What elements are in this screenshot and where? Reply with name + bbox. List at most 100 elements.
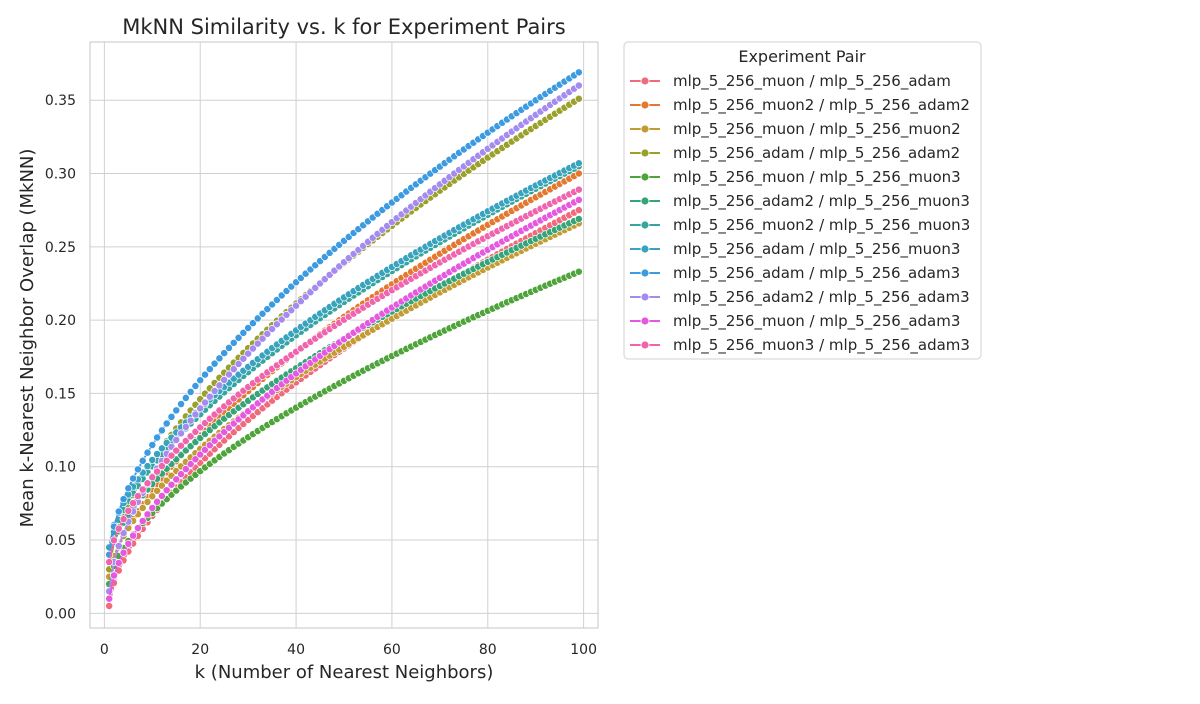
y-tick-label: 0.00: [45, 606, 76, 622]
series-point: [301, 292, 310, 301]
legend-swatch-marker: [640, 244, 650, 254]
series-point: [177, 470, 186, 479]
x-tick-label: 80: [479, 642, 497, 658]
series-point: [201, 370, 209, 379]
legend-item: mlp_5_256_muon3 / mlp_5_256_adam3: [630, 336, 970, 355]
series-point: [181, 422, 190, 431]
series: [105, 185, 583, 566]
legend-label: mlp_5_256_muon / mlp_5_256_adam3: [673, 312, 960, 331]
series-point: [186, 432, 195, 441]
series-point: [292, 301, 301, 310]
series-point: [167, 451, 176, 460]
y-tick-label: 0.20: [45, 313, 76, 329]
legend-item: mlp_5_256_adam / mlp_5_256_muon3: [630, 240, 960, 259]
y-tick-label: 0.10: [45, 460, 76, 476]
series-point: [253, 314, 262, 323]
x-tick-label: 40: [287, 642, 305, 658]
legend-item: mlp_5_256_muon2 / mlp_5_256_adam2: [630, 96, 970, 115]
series-point: [143, 498, 152, 506]
series-point: [196, 450, 205, 459]
legend-swatch-marker: [640, 220, 650, 230]
series-point: [196, 404, 205, 413]
series-point: [153, 450, 162, 459]
legend-item: mlp_5_256_muon / mlp_5_256_adam3: [630, 312, 960, 331]
series-point: [234, 359, 243, 368]
series-point: [574, 215, 583, 223]
series-point: [157, 462, 166, 471]
series-point: [148, 440, 157, 449]
legend-label: mlp_5_256_muon2 / mlp_5_256_adam2: [673, 96, 970, 115]
series-point: [138, 485, 147, 494]
series-point: [172, 406, 181, 415]
series-point: [574, 195, 583, 204]
x-tick-label: 20: [191, 642, 209, 658]
series-point: [119, 529, 128, 538]
series-point: [234, 333, 243, 342]
series-point: [186, 416, 195, 425]
series-point: [153, 497, 162, 506]
series-point: [133, 492, 142, 501]
series-point: [296, 297, 305, 306]
series-point: [157, 481, 166, 490]
legend-item: mlp_5_256_adam2 / mlp_5_256_muon3: [630, 192, 970, 211]
series-point: [205, 365, 214, 374]
series-point: [167, 412, 176, 421]
legend-swatch-marker: [640, 292, 650, 302]
legend-label: mlp_5_256_adam / mlp_5_256_adam2: [673, 144, 960, 163]
x-axis-label: k (Number of Nearest Neighbors): [195, 662, 494, 683]
series-point: [186, 387, 195, 396]
series-point: [138, 456, 147, 465]
y-tick-label: 0.25: [45, 240, 76, 256]
series-point: [162, 486, 171, 495]
plot-frame: [89, 41, 599, 629]
series-point: [210, 387, 219, 395]
legend-swatch-marker: [640, 196, 650, 206]
y-tick-label: 0.30: [45, 167, 76, 183]
series-point: [177, 441, 186, 450]
series-point: [153, 486, 162, 495]
series-point: [143, 448, 152, 457]
x-tick-label: 60: [383, 642, 401, 658]
legend-label: mlp_5_256_muon3 / mlp_5_256_adam3: [673, 336, 970, 355]
series-point: [157, 491, 166, 500]
series-point: [287, 306, 296, 315]
series: [105, 68, 583, 559]
series-point: [210, 436, 219, 445]
series-point: [225, 370, 233, 379]
series-point: [114, 524, 123, 533]
series-point: [162, 456, 171, 465]
series-point: [191, 455, 200, 464]
series-point: [574, 185, 583, 194]
legend-swatch-marker: [640, 340, 650, 350]
series-point: [205, 392, 214, 401]
series-point: [143, 510, 152, 519]
series-point: [272, 320, 281, 329]
x-tick-label: 100: [570, 642, 597, 658]
series-point: [110, 536, 118, 545]
series-point: [143, 479, 152, 488]
y-tick-label: 0.35: [45, 93, 76, 109]
legend-item: mlp_5_256_adam2 / mlp_5_256_adam3: [630, 288, 970, 307]
axes: 0 20 40 60 80 100 0.00 0.05 0.10 0.15 0.20 0.25 0.30…: [45, 41, 599, 658]
series-point: [191, 410, 200, 419]
series: [105, 195, 583, 603]
series-point: [574, 206, 583, 215]
series-point: [114, 507, 123, 516]
legend-frame: [623, 41, 982, 360]
series-point: [268, 300, 277, 309]
series-point: [129, 499, 138, 508]
legend-item: mlp_5_256_muon2 / mlp_5_256_muon3: [630, 216, 970, 235]
series-point: [172, 475, 181, 484]
series-point: [574, 159, 583, 168]
series-point: [157, 426, 166, 435]
series-point: [110, 571, 118, 580]
legend-swatch-marker: [640, 76, 650, 86]
series-point: [574, 68, 583, 77]
series-point: [253, 339, 262, 348]
series-point: [282, 310, 291, 319]
series-point: [148, 456, 157, 464]
legend-title: Experiment Pair: [738, 47, 866, 66]
series-point: [574, 81, 583, 90]
x-tick-label: 0: [100, 642, 109, 658]
